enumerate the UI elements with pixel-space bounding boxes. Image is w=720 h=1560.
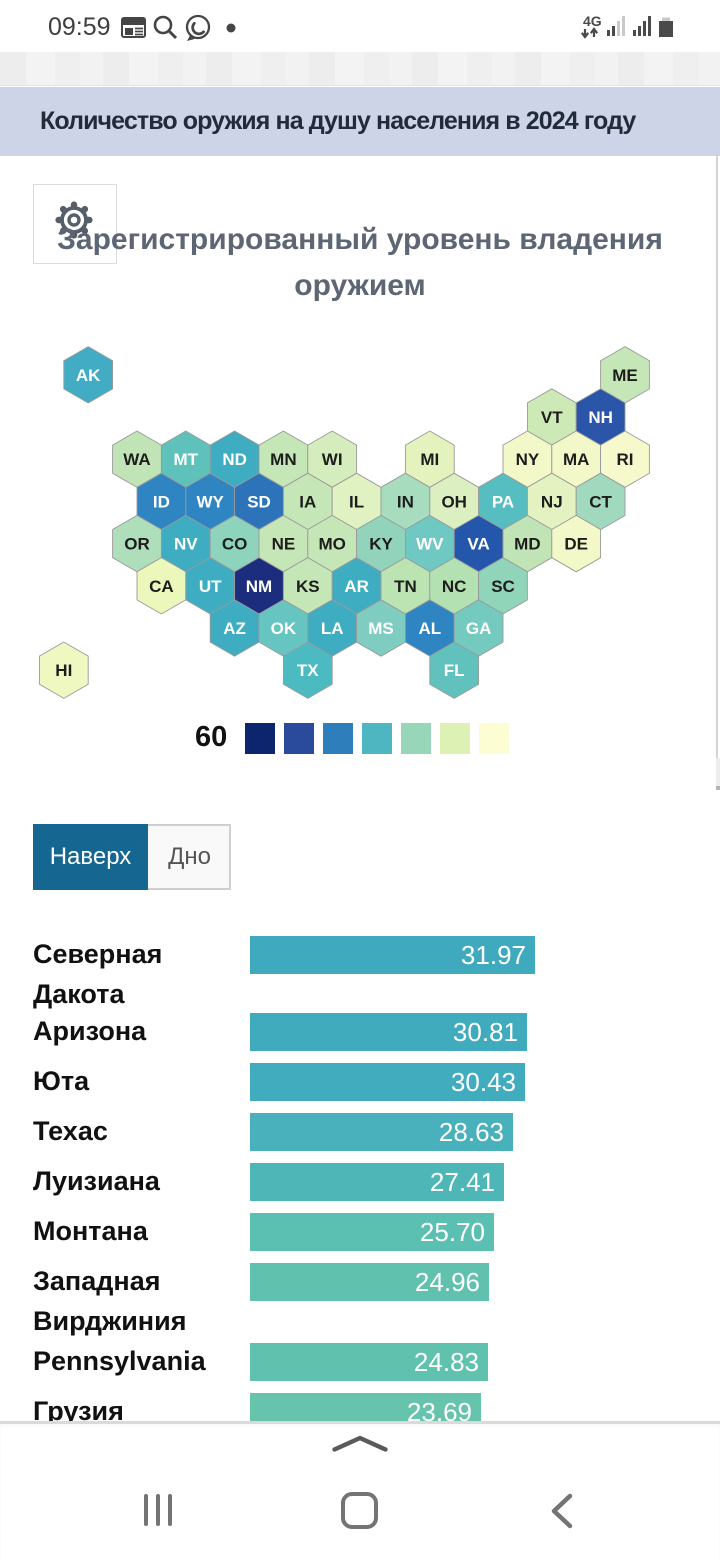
svg-text:WA: WA bbox=[123, 450, 150, 469]
svg-text:VT: VT bbox=[541, 408, 563, 427]
svg-text:NJ: NJ bbox=[541, 492, 563, 511]
svg-text:MT: MT bbox=[174, 450, 199, 469]
svg-text:MO: MO bbox=[319, 535, 346, 554]
svg-text:CT: CT bbox=[589, 492, 612, 511]
svg-text:AL: AL bbox=[418, 619, 441, 638]
svg-text:NV: NV bbox=[174, 535, 198, 554]
svg-text:PA: PA bbox=[492, 492, 514, 511]
svg-text:NY: NY bbox=[516, 450, 540, 469]
svg-text:SD: SD bbox=[247, 492, 271, 511]
svg-text:AR: AR bbox=[344, 577, 369, 596]
svg-text:AK: AK bbox=[76, 366, 101, 385]
svg-text:OK: OK bbox=[271, 619, 297, 638]
svg-text:CO: CO bbox=[222, 535, 248, 554]
svg-text:AZ: AZ bbox=[223, 619, 246, 638]
svg-text:UT: UT bbox=[199, 577, 222, 596]
svg-text:CA: CA bbox=[149, 577, 174, 596]
svg-text:NM: NM bbox=[246, 577, 272, 596]
svg-text:ID: ID bbox=[153, 492, 170, 511]
svg-text:TX: TX bbox=[297, 661, 319, 680]
svg-text:KY: KY bbox=[369, 535, 393, 554]
svg-text:IL: IL bbox=[349, 492, 364, 511]
svg-text:KS: KS bbox=[296, 577, 320, 596]
svg-text:MD: MD bbox=[514, 535, 540, 554]
svg-text:OH: OH bbox=[441, 492, 467, 511]
svg-text:IA: IA bbox=[299, 492, 316, 511]
svg-text:MA: MA bbox=[563, 450, 589, 469]
svg-text:LA: LA bbox=[321, 619, 344, 638]
svg-text:HI: HI bbox=[55, 661, 72, 680]
svg-text:OR: OR bbox=[124, 535, 150, 554]
svg-text:NE: NE bbox=[272, 535, 296, 554]
svg-text:MS: MS bbox=[368, 619, 394, 638]
svg-text:SC: SC bbox=[491, 577, 515, 596]
svg-text:TN: TN bbox=[394, 577, 417, 596]
svg-text:RI: RI bbox=[617, 450, 634, 469]
svg-text:ME: ME bbox=[612, 366, 638, 385]
svg-text:4G: 4G bbox=[583, 13, 602, 29]
svg-text:WY: WY bbox=[197, 492, 225, 511]
svg-text:GA: GA bbox=[466, 619, 492, 638]
svg-text:ND: ND bbox=[222, 450, 247, 469]
svg-text:VA: VA bbox=[467, 535, 489, 554]
svg-text:MI: MI bbox=[420, 450, 439, 469]
svg-text:MN: MN bbox=[270, 450, 296, 469]
svg-text:WI: WI bbox=[322, 450, 343, 469]
svg-text:DE: DE bbox=[564, 535, 588, 554]
svg-text:WV: WV bbox=[416, 535, 444, 554]
svg-text:NC: NC bbox=[442, 577, 467, 596]
svg-text:NH: NH bbox=[588, 408, 613, 427]
svg-text:FL: FL bbox=[444, 661, 465, 680]
svg-text:IN: IN bbox=[397, 492, 414, 511]
